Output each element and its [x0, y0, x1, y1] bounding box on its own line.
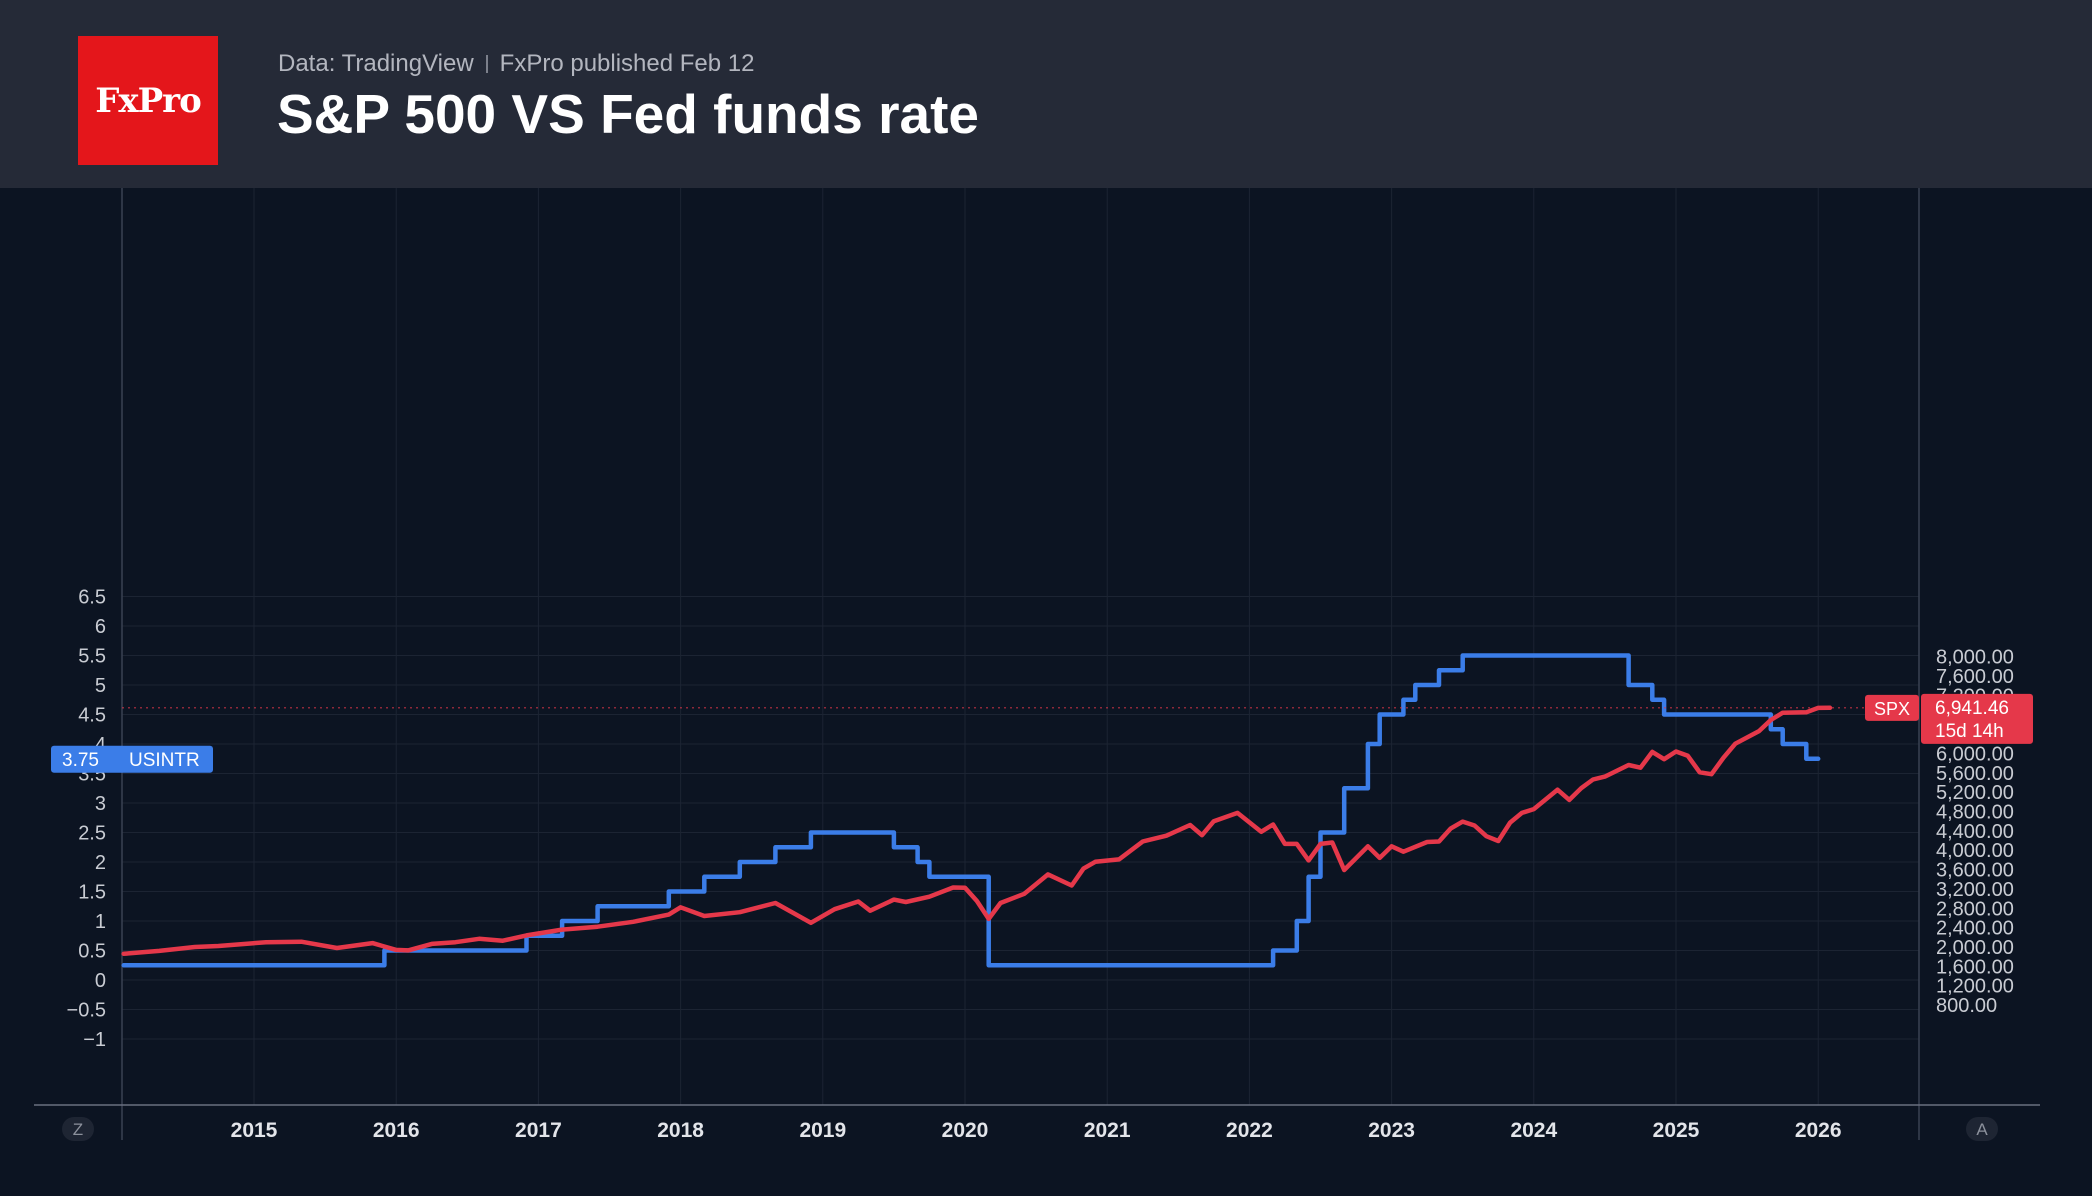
- right-axis-button-label: A: [1976, 1120, 1988, 1139]
- spx-name-badge: [1865, 694, 1919, 721]
- left-axis-button[interactable]: [62, 1117, 94, 1141]
- y-right-tick-label: 2,000.00: [1936, 937, 2014, 959]
- y-left-tick-label: 2.5: [78, 823, 106, 845]
- left-axis-button-label: Z: [73, 1120, 83, 1139]
- y-right-tick-label: 5,600.00: [1936, 763, 2014, 785]
- usintr-name-label: USINTR: [129, 750, 200, 771]
- y-right-tick-label: 3,200.00: [1936, 879, 2014, 901]
- y-right-tick-label: 7,600.00: [1936, 666, 2014, 688]
- spx-countdown-label: 15d 14h: [1935, 721, 2004, 742]
- spx-price-label: 6,941.46: [1935, 698, 2009, 719]
- y-left-tick-label: 0.5: [78, 941, 106, 963]
- y-left-tick-label: 3: [95, 793, 106, 815]
- y-right-tick-label: 4,400.00: [1936, 821, 2014, 843]
- y-right-tick-label: 1,200.00: [1936, 976, 2014, 998]
- y-left-tick-label: 1.5: [78, 882, 106, 904]
- y-left-tick-label: 6.5: [78, 587, 106, 609]
- subtitle-separator: [485, 55, 488, 73]
- x-tick-label: 2024: [1510, 1119, 1557, 1142]
- x-tick-label: 2017: [515, 1119, 562, 1142]
- page-title: S&P 500 VS Fed funds rate: [277, 83, 980, 145]
- spx-name-label: SPX: [1874, 699, 1910, 719]
- x-tick-label: 2021: [1084, 1119, 1131, 1142]
- chart-header: FxPro Data: TradingView FxPro published …: [0, 0, 2092, 188]
- fxpro-logo: FxPro: [78, 36, 218, 165]
- y-left-tick-label: 5.5: [78, 646, 106, 668]
- x-tick-label: 2025: [1653, 1119, 1700, 1142]
- y-right-tick-label: 5,200.00: [1936, 782, 2014, 804]
- y-left-tick-label: 1: [95, 911, 106, 933]
- x-tick-label: 2018: [657, 1119, 704, 1142]
- x-tick-label: 2019: [799, 1119, 846, 1142]
- y-left-tick-label: 4.5: [78, 705, 106, 727]
- series-line-usintr: [121, 653, 1821, 968]
- y-left-tick-label: 0: [95, 970, 106, 992]
- y-right-tick-label: 2,400.00: [1936, 918, 2014, 940]
- y-left-tick-label: 4: [95, 734, 106, 756]
- x-tick-label: 2026: [1795, 1119, 1842, 1142]
- subtitle-row: Data: TradingView FxPro published Feb 12: [278, 50, 754, 78]
- y-right-tick-label: 4,800.00: [1936, 801, 2014, 823]
- y-right-tick-label: 4,000.00: [1936, 840, 2014, 862]
- y-left-tick-label: 5: [95, 675, 106, 697]
- usintr-value-label: 3.75: [62, 750, 99, 771]
- y-right-tick-label: 2,800.00: [1936, 898, 2014, 920]
- y-right-tick-label: 6,000.00: [1936, 743, 2014, 765]
- y-left-tick-label: −0.5: [67, 1000, 106, 1022]
- usintr-badge: [51, 745, 213, 773]
- y-right-tick-label: 1,600.00: [1936, 956, 2014, 978]
- published-label: FxPro published Feb 12: [499, 50, 755, 77]
- series-line-spx: [121, 705, 1833, 957]
- y-left-tick-label: 6: [95, 616, 106, 638]
- chart-area[interactable]: 6.565.554.543.532.521.510.50−0.5−18,000.…: [0, 188, 2092, 1196]
- plot-background: [0, 188, 2092, 1196]
- spx-price-badge: [1921, 693, 2033, 744]
- y-right-tick-label: 8,000.00: [1936, 647, 2014, 669]
- y-left-tick-label: 2: [95, 852, 106, 874]
- y-left-tick-label: −1: [83, 1029, 106, 1051]
- x-tick-label: 2023: [1368, 1119, 1415, 1142]
- x-tick-label: 2016: [373, 1119, 420, 1142]
- x-tick-label: 2020: [942, 1119, 989, 1142]
- data-source-label: Data: TradingView: [278, 50, 474, 77]
- x-tick-label: 2022: [1226, 1119, 1273, 1142]
- x-tick-label: 2015: [231, 1119, 278, 1142]
- right-axis-button[interactable]: [1966, 1117, 1998, 1141]
- y-right-tick-label: 800.00: [1936, 995, 1997, 1017]
- y-right-tick-label: 3,600.00: [1936, 860, 2014, 882]
